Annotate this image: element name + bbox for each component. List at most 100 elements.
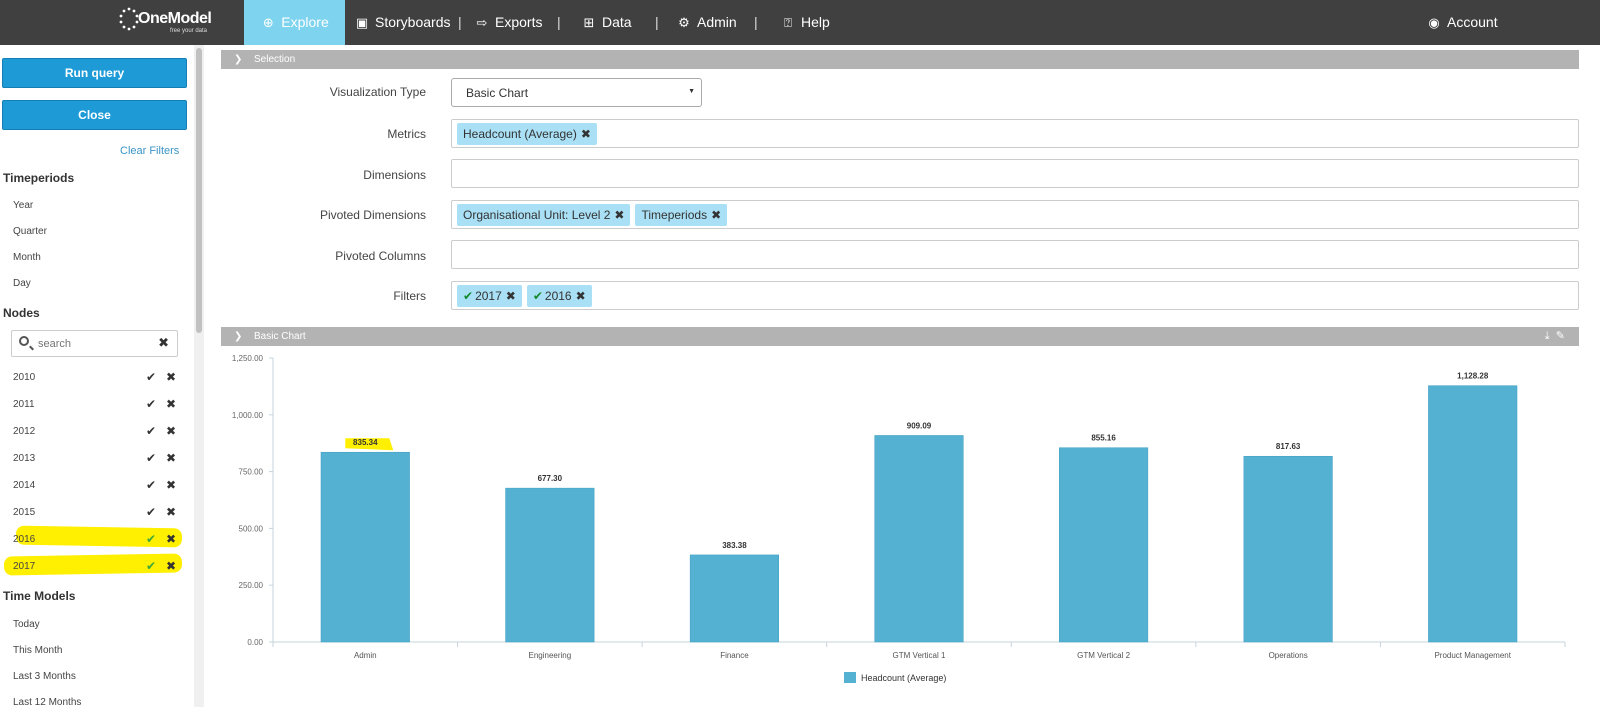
export-icon: ⇨ xyxy=(476,15,488,30)
filter-tag-label: 2017 xyxy=(475,289,502,303)
search-icon xyxy=(19,336,29,346)
legend-swatch xyxy=(844,672,856,683)
metrics-field[interactable]: Headcount (Average) ✖ xyxy=(451,119,1579,148)
check-icon[interactable]: ✔ xyxy=(146,559,157,573)
data-label: 855.16 xyxy=(1091,434,1116,443)
bar xyxy=(874,435,964,643)
nav-storyboards-label: Storyboards xyxy=(375,14,451,30)
visualization-type-select[interactable]: Basic Chart ▼ xyxy=(451,78,702,107)
gear-icon: ⚙ xyxy=(678,15,690,30)
remove-tag-icon[interactable]: ✖ xyxy=(711,208,722,222)
y-tick-label: 750.00 xyxy=(239,468,264,477)
close-button[interactable]: Close xyxy=(2,100,187,130)
timeperiod-year[interactable]: Year xyxy=(13,200,34,211)
data-label: 835.34 xyxy=(353,438,378,447)
nav-explore-label: Explore xyxy=(281,14,329,30)
nav-help[interactable]: ⍰ Help xyxy=(780,0,830,45)
node-row: 2015 ✔ ✖ xyxy=(0,501,190,527)
nav-storyboards[interactable]: ▣ Storyboards xyxy=(354,0,451,45)
node-search-input[interactable] xyxy=(38,335,148,353)
check-icon[interactable]: ✔ xyxy=(146,397,157,411)
node-row: 2014 ✔ ✖ xyxy=(0,474,190,500)
y-tick-label: 500.00 xyxy=(239,524,264,533)
logo-dots-icon xyxy=(119,7,139,31)
nav-exports[interactable]: ⇨ Exports xyxy=(474,0,543,45)
y-tick-label: 1,250.00 xyxy=(232,354,264,363)
filter-tag: ✔ 2016 ✖ xyxy=(526,285,592,307)
remove-tag-icon[interactable]: ✖ xyxy=(505,289,516,303)
timeperiod-day[interactable]: Day xyxy=(13,278,31,289)
close-icon[interactable]: ✖ xyxy=(166,559,177,573)
metrics-label: Metrics xyxy=(387,127,426,141)
data-label: 909.09 xyxy=(907,421,932,430)
pivoted-columns-field[interactable] xyxy=(451,240,1579,269)
nav-data[interactable]: ⊞ Data xyxy=(581,0,632,45)
run-query-button[interactable]: Run query xyxy=(2,58,187,88)
node-label[interactable]: 2012 xyxy=(13,426,36,437)
chevron-down-icon[interactable]: ❯ xyxy=(234,54,243,65)
remove-tag-icon[interactable]: ✖ xyxy=(575,289,586,303)
nav-admin[interactable]: ⚙ Admin xyxy=(676,0,737,45)
pin-icon[interactable]: ✎ xyxy=(1555,330,1565,342)
close-icon[interactable]: ✖ xyxy=(166,424,177,438)
node-label[interactable]: 2013 xyxy=(13,453,36,464)
bar xyxy=(1428,385,1518,643)
chevron-down-icon[interactable]: ❯ xyxy=(234,331,243,342)
close-icon[interactable]: ✖ xyxy=(166,370,177,384)
close-icon[interactable]: ✖ xyxy=(166,397,177,411)
filters-field[interactable]: ✔ 2017 ✖ ✔ 2016 ✖ xyxy=(451,281,1579,310)
chart-panel-header[interactable]: ❯ Basic Chart ⤓ ✎ xyxy=(221,327,1579,346)
nav-account[interactable]: ◉ Account xyxy=(1426,0,1497,45)
check-icon[interactable]: ✔ xyxy=(146,505,157,519)
time-model-item[interactable]: Today xyxy=(13,619,40,630)
close-icon[interactable]: ✖ xyxy=(166,505,177,519)
check-icon[interactable]: ✔ xyxy=(146,370,157,384)
node-label[interactable]: 2010 xyxy=(13,372,36,383)
check-icon[interactable]: ✔ xyxy=(146,424,157,438)
time-model-item[interactable]: Last 3 Months xyxy=(13,671,76,682)
timeperiod-month[interactable]: Month xyxy=(13,252,41,263)
pivoted-dimensions-field[interactable]: Organisational Unit: Level 2 ✖ Timeperiods… xyxy=(451,200,1579,229)
onemodel-logo[interactable]: OneModel free your data xyxy=(118,6,212,40)
highlight-mark xyxy=(345,438,394,451)
time-model-item[interactable]: This Month xyxy=(13,645,63,656)
sidebar-scrollbar[interactable] xyxy=(194,45,204,707)
clear-filters-link[interactable]: Clear Filters xyxy=(120,145,180,157)
check-icon[interactable]: ✔ xyxy=(146,478,157,492)
dimensions-field[interactable] xyxy=(451,159,1579,188)
node-label[interactable]: 2015 xyxy=(13,507,36,518)
nav-admin-label: Admin xyxy=(697,14,737,30)
bar-chart-svg: 0.00 250.00 500.00 750.00 1,000.00 1,250.00 83… xyxy=(232,354,1566,683)
chart-panel-title: Basic Chart xyxy=(254,331,306,342)
sidebar-scrollbar-thumb[interactable] xyxy=(196,48,202,333)
help-comment-icon: ⍰ xyxy=(784,15,792,30)
node-label[interactable]: 2014 xyxy=(13,480,36,491)
metric-tag: Headcount (Average) ✖ xyxy=(457,123,597,145)
nav-explore[interactable]: ⊕ Explore xyxy=(244,0,345,45)
node-label[interactable]: 2017 xyxy=(13,561,36,572)
pivoted-dimension-tag-label: Organisational Unit: Level 2 xyxy=(463,208,611,222)
close-icon[interactable]: ✖ xyxy=(166,478,177,492)
timeperiod-quarter[interactable]: Quarter xyxy=(13,226,47,237)
close-icon[interactable]: ✖ xyxy=(166,451,177,465)
nodes-heading: Nodes xyxy=(3,306,40,320)
filter-tag: ✔ 2017 ✖ xyxy=(457,285,522,307)
remove-tag-icon[interactable]: ✖ xyxy=(614,208,625,222)
remove-tag-icon[interactable]: ✖ xyxy=(580,127,591,141)
node-row: 2011 ✔ ✖ xyxy=(0,393,190,419)
node-label[interactable]: 2011 xyxy=(13,399,35,410)
time-model-item[interactable]: Last 12 Months xyxy=(13,697,82,708)
logo-tagline: free your data xyxy=(170,28,208,34)
nav-help-label: Help xyxy=(801,14,830,30)
check-icon[interactable]: ✔ xyxy=(146,532,157,546)
export-chart-icon[interactable]: ⤓ xyxy=(1544,330,1550,342)
check-icon[interactable]: ✔ xyxy=(146,451,157,465)
clear-search-icon[interactable]: ✖ xyxy=(158,335,169,350)
close-icon[interactable]: ✖ xyxy=(166,532,177,546)
check-icon: ✔ xyxy=(463,289,474,303)
node-label[interactable]: 2016 xyxy=(13,534,36,545)
time-models-heading: Time Models xyxy=(3,589,76,603)
selection-panel-header[interactable]: ❯ Selection xyxy=(221,50,1579,69)
user-circle-icon: ◉ xyxy=(1428,15,1440,30)
nav-data-label: Data xyxy=(602,14,632,30)
